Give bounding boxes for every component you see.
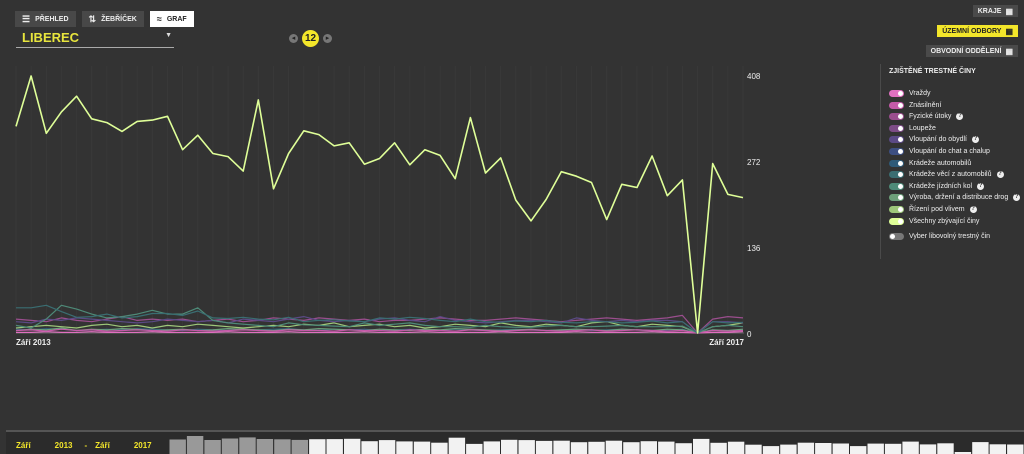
- legend-item[interactable]: Krádeže automobilů: [889, 160, 971, 167]
- legend-item[interactable]: Vloupání do chat a chalup: [889, 148, 990, 155]
- timeline-bar-mark: [641, 441, 657, 454]
- timeline-bar-mark: [972, 442, 988, 454]
- timeline-bar-mark: [466, 444, 482, 454]
- timeline-bar-mark: [763, 446, 779, 454]
- timeline-bar-mark: [850, 446, 866, 454]
- toggle-switch[interactable]: [889, 90, 904, 97]
- y-tick-label: 408: [747, 72, 761, 81]
- timeline-bar[interactable]: Září 2013 - Září 2017: [6, 430, 1024, 454]
- legend-item[interactable]: Řízení pod vlivem?: [889, 206, 977, 213]
- toggle-switch[interactable]: [889, 233, 904, 240]
- timeline-bar-mark: [187, 436, 203, 454]
- toggle-switch[interactable]: [889, 160, 904, 167]
- timeline-bar-mark: [553, 441, 569, 454]
- help-icon[interactable]: ?: [970, 206, 977, 213]
- toggle-switch[interactable]: [889, 206, 904, 213]
- help-icon[interactable]: ?: [1013, 194, 1020, 201]
- timeline-bar-mark: [414, 442, 430, 454]
- timeline-bar-mark: [728, 442, 744, 454]
- toggle-switch[interactable]: [889, 218, 904, 225]
- toggle-switch[interactable]: [889, 183, 904, 190]
- legend-label: Vloupání do obydlí: [909, 136, 967, 143]
- timeline-bar-mark: [745, 445, 761, 454]
- timeline-bar-mark: [361, 441, 377, 454]
- legend-label: Vraždy: [909, 90, 931, 97]
- timeline-bar-mark: [937, 443, 953, 454]
- help-icon[interactable]: ?: [977, 183, 984, 190]
- timeline-bar-mark: [431, 443, 447, 454]
- toggle-switch[interactable]: [889, 194, 904, 201]
- timeline-bar-mark: [571, 442, 587, 454]
- legend-item[interactable]: Znásilnění: [889, 102, 941, 109]
- help-icon[interactable]: ?: [972, 136, 979, 143]
- range-from-year: 2013: [55, 441, 73, 450]
- timeline-bar-mark: [780, 445, 796, 454]
- toggle-switch[interactable]: [889, 125, 904, 132]
- timeline-bar-mark: [623, 442, 639, 454]
- y-tick-label: 272: [747, 158, 761, 167]
- legend-label: Řízení pod vlivem: [909, 206, 965, 213]
- timeline-bar-mark: [885, 444, 901, 454]
- toggle-switch[interactable]: [889, 102, 904, 109]
- timeline-bar-mark: [396, 441, 412, 454]
- help-icon[interactable]: ?: [997, 171, 1004, 178]
- timeline-bar-mark: [1007, 445, 1023, 454]
- timeline-bar-mark: [676, 443, 692, 454]
- legend-label: Loupeže: [909, 125, 936, 132]
- help-icon[interactable]: ?: [956, 113, 963, 120]
- legend-title: ZJIŠTĚNÉ TRESTNÉ ČINY: [889, 68, 976, 75]
- legend-item[interactable]: Všechny zbývající činy: [889, 218, 979, 225]
- timeline-bar-mark: [815, 443, 831, 454]
- timeline-bar-mark: [658, 442, 674, 454]
- toggle-switch[interactable]: [889, 136, 904, 143]
- legend-label: Znásilnění: [909, 102, 941, 109]
- timeline-bar-mark: [710, 443, 726, 454]
- timeline-bar-mark: [606, 441, 622, 454]
- timeline-bar-mark: [868, 444, 884, 454]
- range-to-year: 2017: [134, 441, 152, 450]
- timeline-bar-mark: [990, 444, 1006, 454]
- legend-item[interactable]: Loupeže: [889, 125, 936, 132]
- custom-crime-toggle[interactable]: Vyber libovolný trestný čin: [889, 233, 990, 240]
- date-range: Září 2013 - Září 2017: [16, 441, 152, 450]
- legend-item[interactable]: Krádeže jízdních kol?: [889, 183, 984, 190]
- legend-label: Výroba, držení a distribuce drog: [909, 194, 1008, 201]
- legend-label: Krádeže jízdních kol: [909, 183, 972, 190]
- timeline-sparkline[interactable]: [169, 434, 1024, 454]
- range-to-month: Září: [95, 441, 110, 450]
- legend-item[interactable]: Fyzické útoky?: [889, 113, 963, 120]
- legend-label: Všechny zbývající činy: [909, 218, 979, 225]
- timeline-bar-mark: [536, 441, 552, 454]
- y-tick-label: 136: [747, 244, 761, 253]
- y-tick-label: 0: [747, 330, 752, 339]
- x-end-label: Září 2017: [709, 338, 744, 347]
- custom-crime-label: Vyber libovolný trestný čin: [909, 233, 990, 240]
- toggle-switch[interactable]: [889, 171, 904, 178]
- series-line: [16, 332, 743, 333]
- timeline-bar-mark: [588, 442, 604, 454]
- legend-label: Vloupání do chat a chalup: [909, 148, 990, 155]
- legend-label: Krádeže věcí z automobilů: [909, 171, 992, 178]
- legend-item[interactable]: Vraždy: [889, 90, 931, 97]
- toggle-switch[interactable]: [889, 148, 904, 155]
- legend-item[interactable]: Vloupání do obydlí?: [889, 136, 979, 143]
- timeline-bar-mark: [798, 443, 814, 454]
- timeline-bar-mark: [920, 444, 936, 454]
- legend-panel: ZJIŠTĚNÉ TRESTNÉ ČINY Vraždy Znásilnění Fy…: [880, 64, 1021, 259]
- timeline-bar-mark: [833, 444, 849, 454]
- timeline-bar-mark: [484, 441, 500, 454]
- timeline-bar-mark: [902, 442, 918, 454]
- legend-label: Krádeže automobilů: [909, 160, 971, 167]
- x-start-label: Září 2013: [16, 338, 51, 347]
- range-dash: -: [84, 441, 87, 450]
- legend-item[interactable]: Krádeže věcí z automobilů?: [889, 171, 1004, 178]
- range-from-month: Září: [16, 441, 31, 450]
- legend-item[interactable]: Výroba, držení a distribuce drog?: [889, 194, 1020, 201]
- toggle-switch[interactable]: [889, 113, 904, 120]
- legend-label: Fyzické útoky: [909, 113, 951, 120]
